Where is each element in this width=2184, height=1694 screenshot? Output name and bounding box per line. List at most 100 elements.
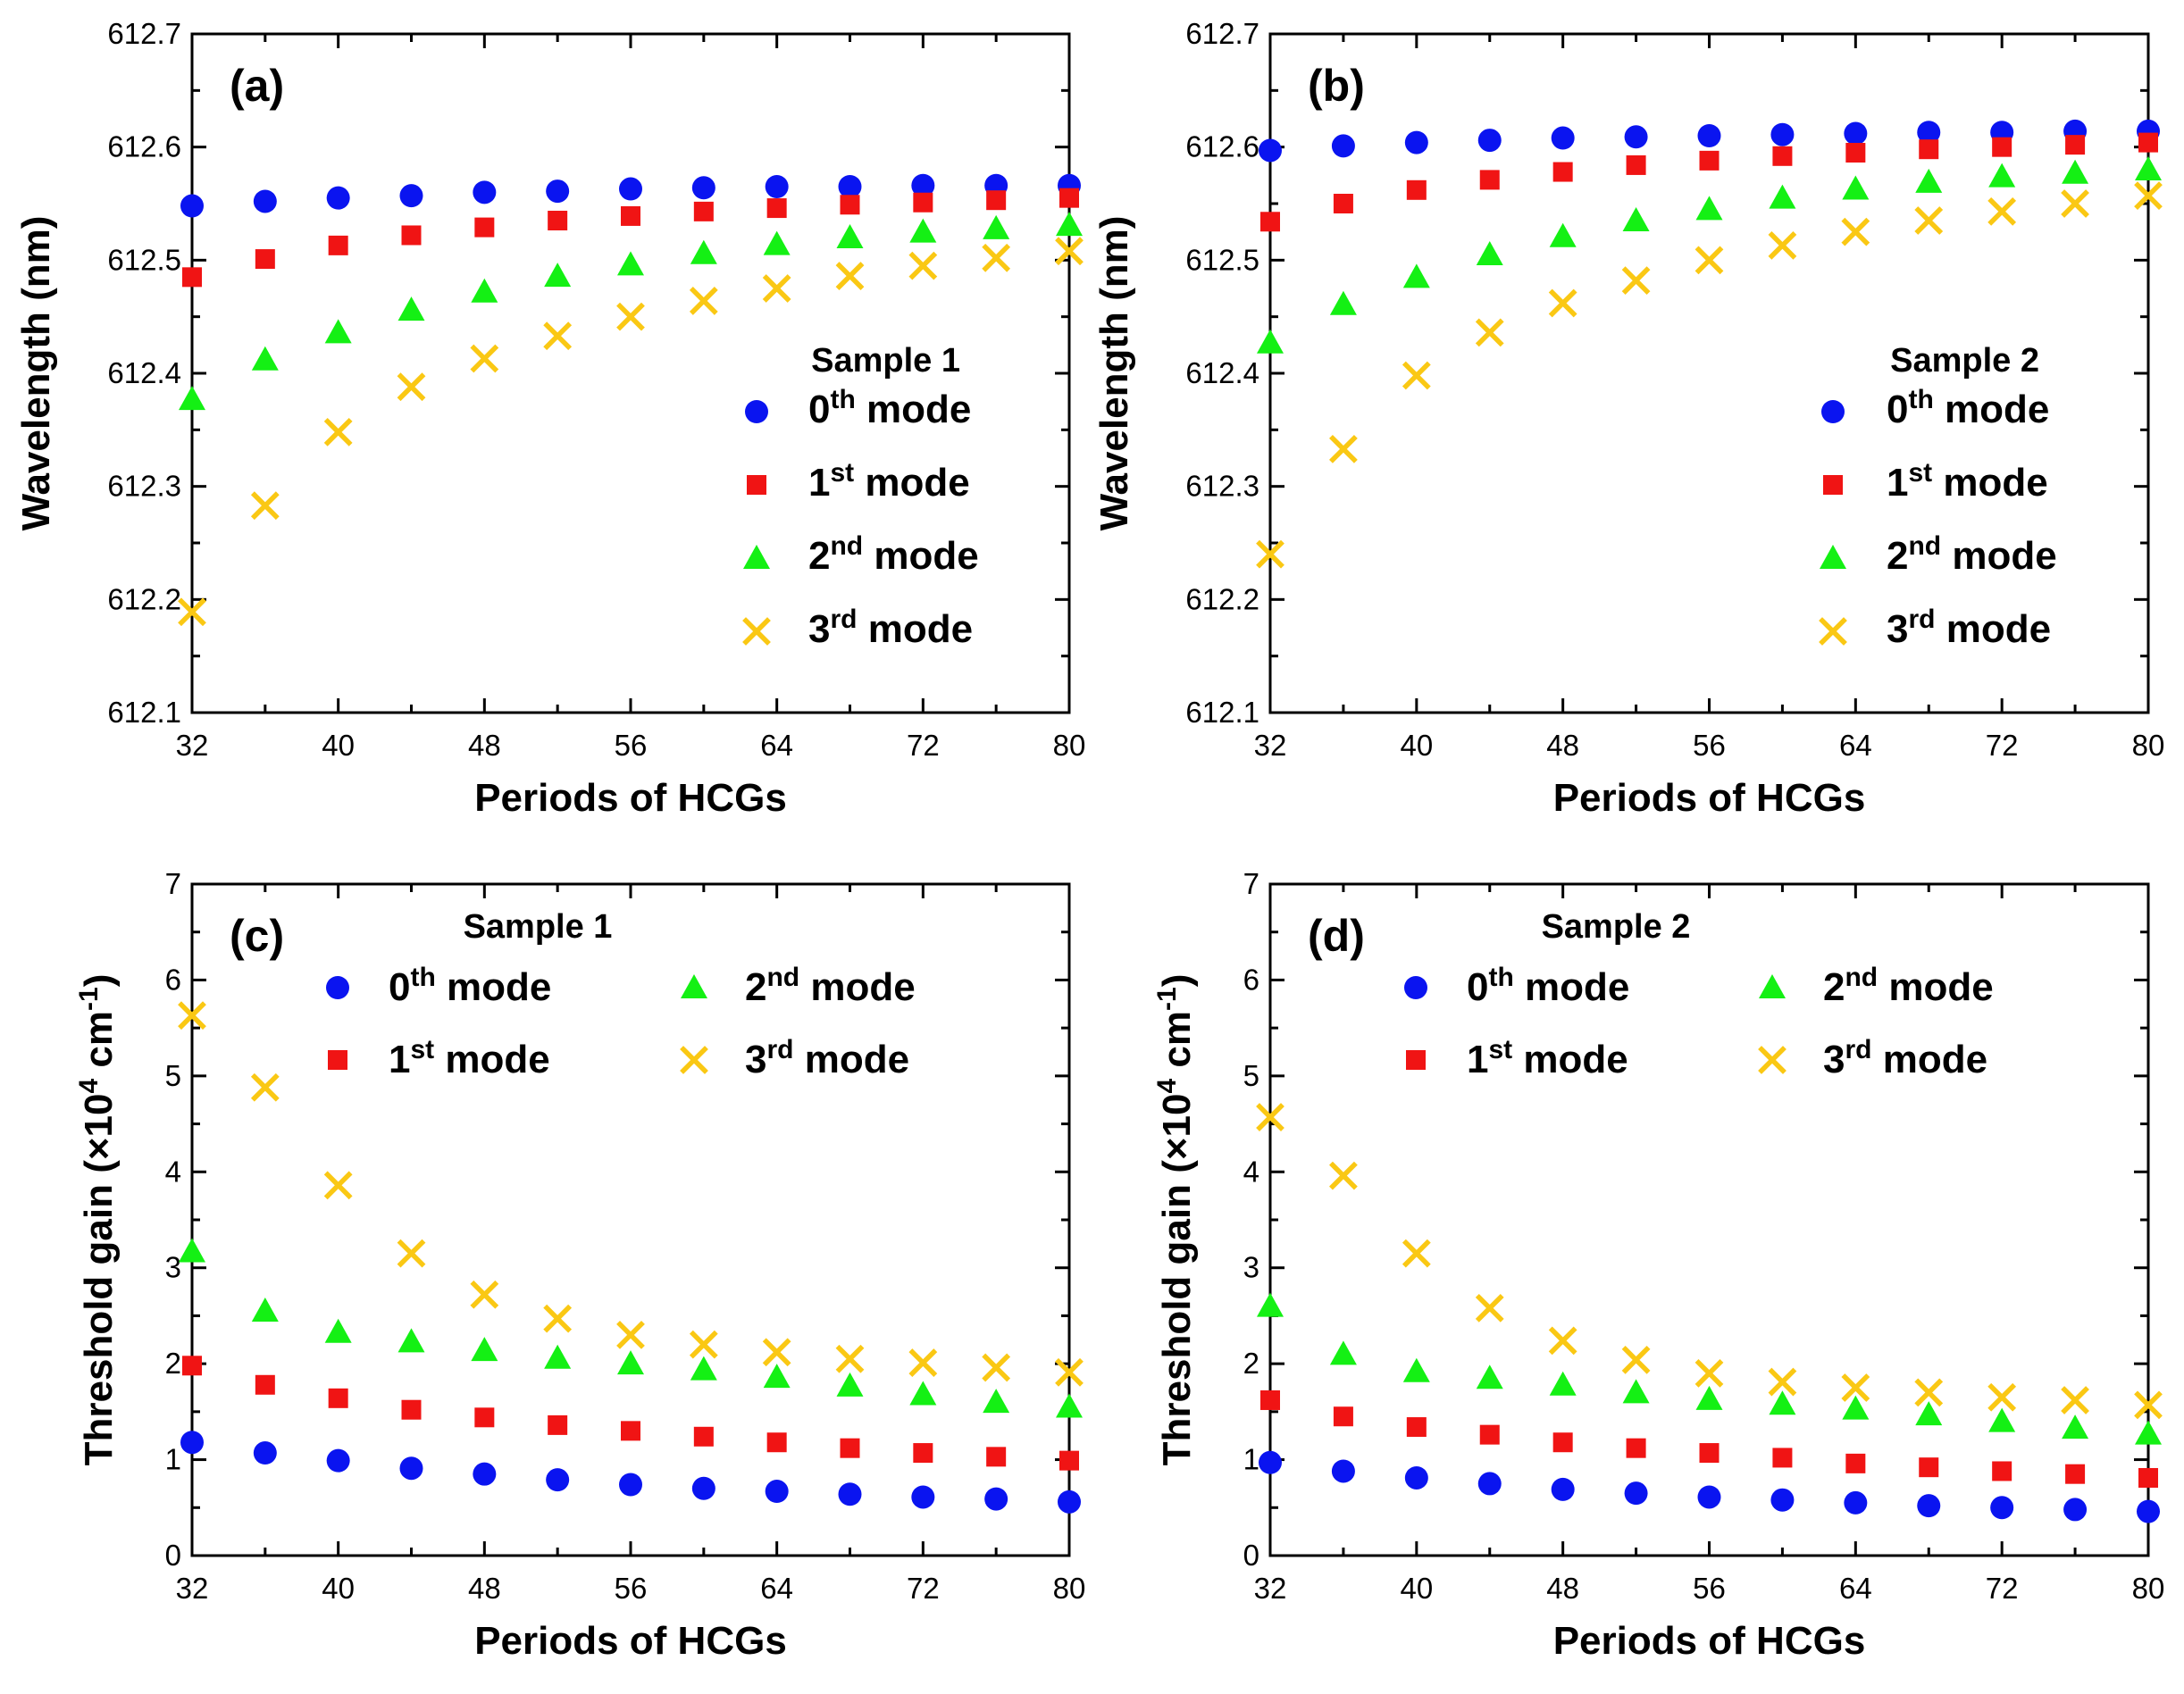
data-point-cross (323, 1171, 353, 1200)
data-point-circle (1844, 1490, 1868, 1515)
data-point-triangle (617, 1350, 644, 1375)
panel-a: 32 40 48 56 64 72 80612.1612.2612.3612.4612.56… (14, 17, 1085, 820)
y-axis-title-main: Threshold gain (×10 (77, 1093, 121, 1465)
data-point-circle (1477, 1472, 1502, 1496)
data-point-cross (1055, 237, 1084, 266)
data-point-square (1059, 188, 1079, 208)
x-tick-label: 80 (2132, 729, 2165, 762)
data-point-square (2065, 1464, 2086, 1484)
x-tick-label: 40 (1400, 729, 1433, 762)
data-point-square (548, 211, 568, 230)
data-point-circle (473, 1462, 497, 1486)
y-axis-title-exp: 4 (74, 1078, 104, 1093)
legend-label: 3rd mode (745, 1035, 909, 1081)
data-point-triangle (1695, 196, 1723, 221)
data-point-triangle (763, 230, 791, 255)
legend-label: 0th mode (1887, 385, 2049, 431)
x-tick-label: 72 (1986, 729, 2019, 762)
data-point-cross (1914, 206, 1944, 235)
legend-marker-triangle (743, 545, 770, 569)
data-point-square (1992, 137, 2012, 157)
legend-label: 0th mode (1467, 963, 1629, 1009)
y-axis-title-close: ) (77, 974, 121, 988)
y-tick-label: 2 (165, 1347, 181, 1380)
legend-marker-circle (1404, 976, 1427, 999)
legend-label-suffix: nd (830, 531, 863, 561)
data-point-cross (982, 243, 1011, 272)
x-tick-label: 72 (1986, 1572, 2019, 1605)
data-point-cross (397, 1239, 426, 1268)
data-point-square (1479, 1424, 1500, 1445)
data-point-triangle (690, 239, 717, 264)
data-point-triangle (1056, 212, 1083, 237)
y-tick-label: 1 (1243, 1443, 1259, 1476)
y-tick-label: 3 (165, 1251, 181, 1284)
legend-label: 3rd mode (1887, 605, 2051, 651)
y-axis-title-unit: cm (1155, 1011, 1199, 1079)
legend-label-number: 3 (745, 1038, 766, 1081)
legend-marker-circle (1821, 400, 1845, 423)
data-point-cross (1256, 1103, 1284, 1131)
data-point-square (1845, 1453, 1866, 1473)
data-point-square (1552, 1432, 1573, 1453)
data-point-circle (1331, 134, 1355, 158)
data-point-triangle (836, 224, 864, 248)
data-point-circle (326, 186, 350, 210)
legend-label: 2nd mode (745, 963, 916, 1009)
data-point-square (693, 1426, 714, 1447)
data-point-cross (1914, 1378, 1944, 1407)
legend-label: 3rd mode (808, 605, 973, 651)
legend-label: 1st mode (389, 1035, 550, 1081)
data-point-triangle (763, 1364, 791, 1389)
data-point-cross (1475, 1293, 1504, 1323)
data-point-triangle (2062, 1414, 2089, 1439)
data-point-cross (762, 1338, 791, 1367)
data-point-cross (1475, 318, 1504, 347)
x-tick-label: 32 (176, 729, 209, 762)
data-point-triangle (179, 1238, 205, 1263)
data-point-triangle (1329, 290, 1357, 315)
data-point-cross (762, 274, 791, 303)
data-point-square (1333, 194, 1353, 213)
panel-label: (c) (230, 911, 284, 961)
legend-label-suffix: st (830, 458, 854, 488)
y-tick-label: 5 (165, 1059, 181, 1092)
data-point-square (1699, 150, 1720, 171)
data-point-square (1479, 170, 1500, 190)
y-axis-title-close: ) (1155, 974, 1199, 988)
data-point-square (474, 217, 495, 238)
y-tick-label: 6 (1243, 963, 1259, 996)
data-point-cross (908, 1348, 938, 1377)
legend-label-rest: mode (856, 388, 972, 431)
data-point-square (401, 1399, 422, 1420)
y-tick-label: 5 (1243, 1059, 1259, 1092)
x-tick-label: 40 (322, 729, 355, 762)
data-point-circle (399, 184, 423, 208)
data-point-cross (1621, 266, 1651, 296)
data-point-square (328, 235, 348, 255)
data-point-triangle (1988, 163, 2016, 188)
legend-label-number: 1 (808, 461, 830, 505)
data-point-triangle (1257, 1292, 1284, 1317)
x-tick-label: 64 (760, 729, 793, 762)
data-point-circle (546, 179, 570, 204)
data-point-triangle (836, 1372, 864, 1397)
data-point-circle (691, 1476, 715, 1500)
data-point-circle (911, 1485, 935, 1509)
data-point-cross (1329, 1161, 1358, 1190)
data-point-circle (1058, 1490, 1081, 1514)
data-point-cross (1987, 196, 2017, 226)
x-axis-title: Periods of HCGs (474, 1619, 787, 1663)
data-point-cross (1402, 1239, 1431, 1268)
data-point-square (401, 225, 422, 246)
legend-label-number: 1 (1467, 1038, 1488, 1081)
data-point-triangle (324, 319, 352, 344)
data-point-cross (908, 251, 938, 280)
legend-marker-square (328, 1050, 347, 1070)
data-point-circle (2137, 1499, 2160, 1523)
data-point-circle (180, 194, 204, 218)
legend-label-rest: mode (857, 607, 973, 651)
